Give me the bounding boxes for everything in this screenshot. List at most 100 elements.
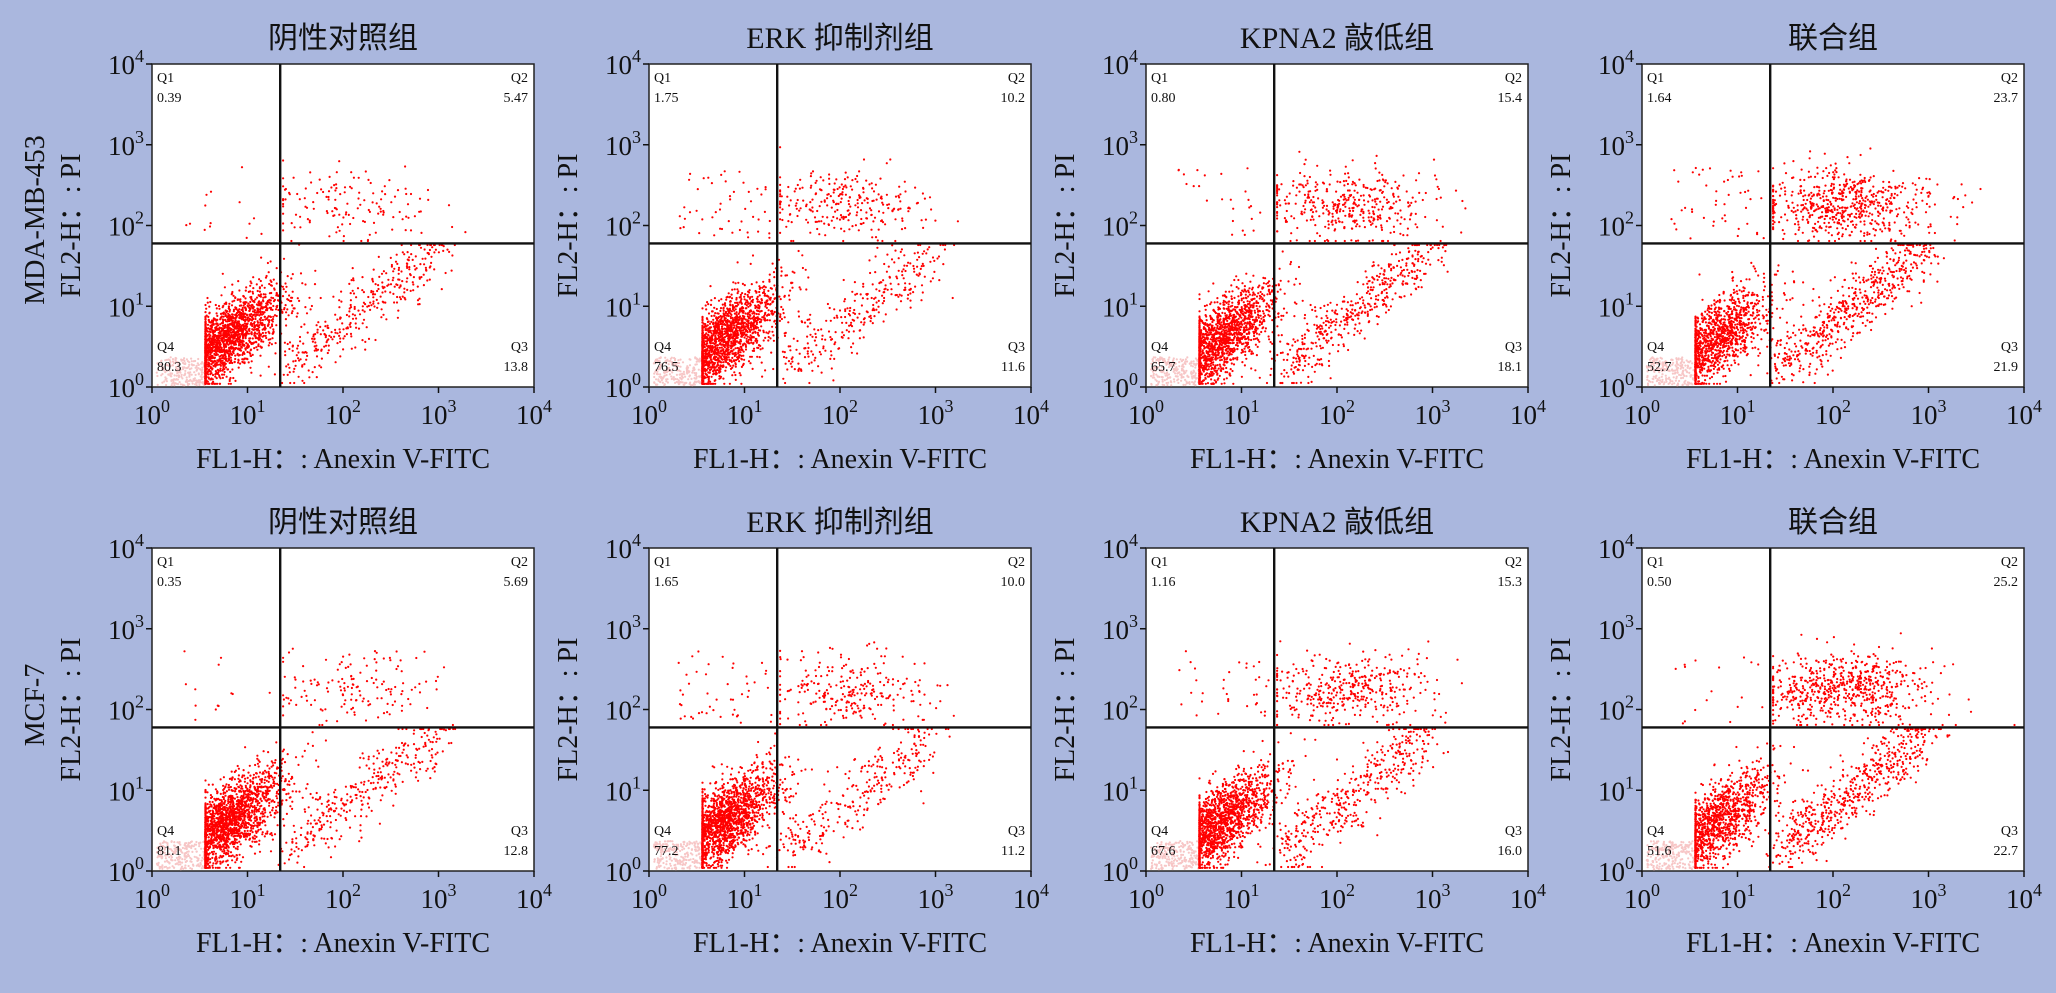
event-point (738, 354, 741, 357)
x-tick-label: 102 (325, 396, 361, 430)
event-point (285, 324, 288, 327)
event-point (282, 177, 285, 180)
event-point (760, 361, 763, 364)
event-point (241, 306, 244, 309)
event-point (726, 352, 730, 355)
event-point (226, 324, 229, 327)
event-point (220, 315, 223, 318)
event-point (233, 361, 236, 364)
event-point (313, 366, 316, 369)
event-point (252, 305, 255, 309)
event-point (249, 280, 252, 283)
event-point (217, 304, 221, 308)
event-point (348, 282, 351, 285)
event-point (207, 363, 210, 366)
event-point-low (694, 363, 697, 366)
event-point (398, 210, 401, 214)
event-point (244, 327, 247, 331)
event-point (347, 213, 350, 216)
event-point (229, 315, 232, 318)
event-point (311, 340, 314, 343)
event-point (269, 326, 272, 329)
event-point (218, 328, 221, 331)
event-point (734, 308, 737, 311)
event-point (768, 330, 771, 333)
event-point (255, 328, 258, 331)
event-point (746, 313, 749, 316)
event-point (716, 363, 719, 366)
event-point (210, 357, 213, 360)
event-point (360, 239, 363, 243)
event-point (728, 326, 731, 329)
event-point (706, 320, 710, 324)
event-point (218, 346, 222, 349)
event-point (704, 304, 707, 307)
event-point-low (193, 377, 196, 380)
event-point (234, 307, 237, 310)
event-point (339, 355, 342, 358)
event-point (259, 374, 262, 377)
event-point (237, 324, 240, 327)
event-point (335, 171, 338, 174)
event-point (301, 282, 304, 285)
event-point-low (694, 374, 697, 377)
event-point (318, 364, 321, 367)
event-point (743, 358, 746, 361)
event-point (708, 363, 711, 367)
event-point (243, 361, 246, 364)
event-point (249, 323, 252, 326)
event-point (306, 354, 309, 357)
event-point (709, 382, 712, 385)
event-point (255, 303, 258, 306)
event-point (710, 332, 713, 335)
event-point (363, 199, 366, 202)
event-point (739, 351, 742, 354)
event-point (209, 365, 212, 368)
event-point (368, 233, 371, 236)
event-point (736, 261, 739, 264)
event-point (222, 304, 225, 307)
event-point (395, 301, 399, 304)
event-point (214, 370, 217, 373)
event-point (268, 320, 271, 324)
event-point (204, 377, 207, 381)
event-point-low (697, 368, 700, 371)
event-point (363, 220, 366, 223)
event-point (227, 312, 230, 315)
event-point (366, 238, 370, 242)
event-point (342, 216, 345, 219)
event-point (799, 288, 802, 291)
event-point (729, 324, 732, 327)
event-point (758, 356, 761, 359)
event-point (422, 284, 425, 287)
event-point (746, 330, 749, 334)
event-point-low (184, 372, 187, 375)
event-point (288, 366, 291, 369)
event-point (218, 348, 221, 351)
event-point (710, 299, 713, 302)
event-point (207, 352, 210, 355)
event-point (737, 290, 740, 293)
event-point-low (199, 368, 202, 371)
event-point (209, 351, 212, 354)
event-point (314, 341, 317, 344)
event-point (393, 301, 396, 304)
event-point (392, 276, 395, 279)
event-point (389, 283, 393, 286)
event-point (749, 304, 752, 307)
event-point (211, 330, 214, 333)
event-point (234, 348, 237, 351)
event-point (731, 316, 734, 319)
event-point (269, 302, 272, 305)
event-point (357, 197, 360, 200)
event-point (272, 315, 275, 318)
event-point (773, 297, 776, 300)
event-point (734, 373, 737, 377)
event-point (231, 336, 234, 339)
event-point-low (658, 375, 661, 378)
event-point (783, 334, 787, 337)
event-point (773, 276, 776, 279)
event-point (339, 193, 342, 196)
event-point (210, 337, 213, 340)
event-point (222, 337, 225, 340)
